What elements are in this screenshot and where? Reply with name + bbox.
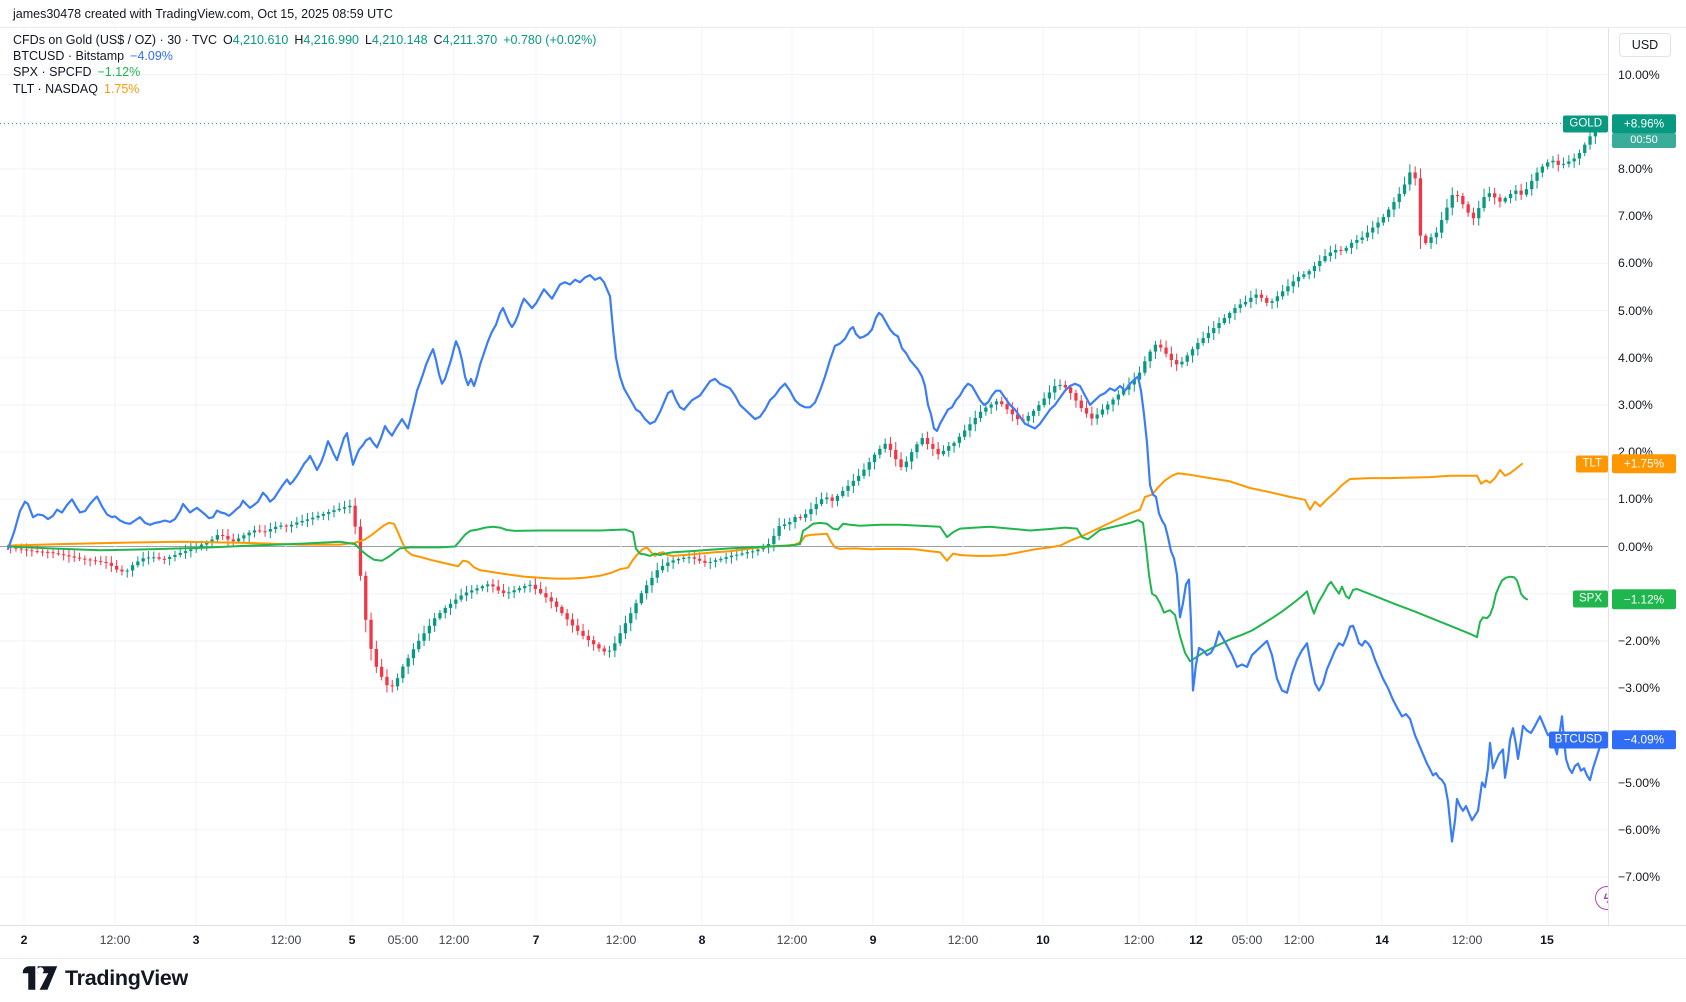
compare-symbol-name[interactable]: BTCUSD · Bitstamp xyxy=(13,49,125,64)
price-tick--2: −2.00% xyxy=(1618,633,1661,648)
spx-price-badge: −1.12% xyxy=(1612,589,1676,610)
time-label-1200: 12:00 xyxy=(270,933,302,947)
price-tick--7: −7.00% xyxy=(1618,869,1661,884)
price-tick-3: 3.00% xyxy=(1618,397,1653,412)
gold-candlestick-series xyxy=(9,120,1597,693)
tradingview-logo-icon xyxy=(22,966,58,990)
time-label-1200: 12:00 xyxy=(776,933,808,947)
spx-name-badge: SPX xyxy=(1572,590,1608,608)
price-tick-5: 5.00% xyxy=(1618,303,1653,318)
legend-main-row[interactable]: CFDs on Gold (US$ / OZ) · 30 · TVC O4,210… xyxy=(13,33,596,48)
time-label-7: 7 xyxy=(532,933,540,947)
time-label-8: 8 xyxy=(698,933,706,947)
compare-change-value: −1.12% xyxy=(97,65,141,80)
close-label: C xyxy=(433,33,443,47)
price-chart-canvas[interactable] xyxy=(0,28,1686,925)
time-label-12: 12 xyxy=(1189,933,1203,947)
spx-line-series xyxy=(7,519,1528,663)
time-axis[interactable]: 2 12:00 3 12:00 5 05:00 12:00 7 12:00 8 12:00 9 12:0… xyxy=(0,925,1686,959)
low-value: 4,210.148 xyxy=(371,33,428,47)
price-axis[interactable]: USD 10.00%9.00%8.00%7.00%6.00%5.00%4.00%… xyxy=(1608,28,1686,925)
time-label-15: 15 xyxy=(1540,933,1554,947)
open-value: 4,210.610 xyxy=(232,33,289,47)
legend-compare-row-btcusd[interactable]: BTCUSD · Bitstamp −4.09% xyxy=(13,49,596,64)
chart-legend: CFDs on Gold (US$ / OZ) · 30 · TVC O4,210… xyxy=(13,33,596,98)
time-label-1200: 12:00 xyxy=(438,933,470,947)
tradingview-logo[interactable]: TradingView xyxy=(22,963,188,993)
chart-svg xyxy=(0,28,1608,925)
price-tick--3: −3.00% xyxy=(1618,681,1661,696)
currency-unit-button[interactable]: USD xyxy=(1619,33,1671,57)
price-tick-8: 8.00% xyxy=(1618,161,1653,176)
time-label-1200: 12:00 xyxy=(947,933,979,947)
price-tick--6: −6.00% xyxy=(1618,822,1661,837)
time-label-1200: 12:00 xyxy=(1123,933,1155,947)
price-tick-1: 1.00% xyxy=(1618,492,1653,507)
tlt-name-badge: TLT xyxy=(1576,455,1608,473)
bar-countdown: 00:50 xyxy=(1612,132,1676,148)
time-label-1200: 12:00 xyxy=(1283,933,1315,947)
btcusd-name-badge: BTCUSD xyxy=(1548,731,1608,749)
compare-change-value: −4.09% xyxy=(130,49,173,64)
btcusd-price-badge: −4.09% xyxy=(1612,729,1676,750)
time-label-0500: 05:00 xyxy=(387,933,419,947)
time-label-0500: 05:00 xyxy=(1231,933,1263,947)
compare-symbol-name[interactable]: TLT · NASDAQ xyxy=(13,81,98,96)
tlt-price-badge: +1.75% xyxy=(1612,454,1676,474)
time-label-1200: 12:00 xyxy=(99,933,131,947)
time-label-1200: 12:00 xyxy=(1451,933,1483,947)
price-tick-10: 10.00% xyxy=(1618,67,1660,82)
btcusd-line-series xyxy=(6,274,1605,843)
main-symbol-title[interactable]: CFDs on Gold (US$ / OZ) · 30 · TVC xyxy=(13,33,217,47)
gold-name-badge: GOLD xyxy=(1563,115,1608,133)
time-label-9: 9 xyxy=(869,933,877,947)
low-label: L xyxy=(364,33,372,47)
price-tick-7: 7.00% xyxy=(1618,209,1653,224)
time-label-2: 2 xyxy=(20,933,28,947)
time-label-14: 14 xyxy=(1375,933,1389,947)
time-label-10: 10 xyxy=(1036,933,1050,947)
close-value: 4,211.370 xyxy=(442,33,498,47)
time-label-3: 3 xyxy=(192,933,200,947)
open-label: O xyxy=(222,33,233,47)
high-label: H xyxy=(294,33,304,47)
attribution-text: james30478 created with TradingView.com,… xyxy=(13,6,393,21)
price-tick-6: 6.00% xyxy=(1618,256,1653,271)
time-label-1200: 12:00 xyxy=(605,933,637,947)
gold-price-badge: +8.96% xyxy=(1612,113,1676,134)
footer-bar: TradingView xyxy=(0,960,1686,1002)
price-tick-0: 0.00% xyxy=(1618,539,1653,554)
legend-compare-row-spx[interactable]: SPX · SPCFD −1.12% xyxy=(13,65,596,80)
change-value: +0.780 (+0.02%) xyxy=(503,33,597,47)
price-tick-4: 4.00% xyxy=(1618,350,1653,365)
legend-compare-row-tlt[interactable]: TLT · NASDAQ 1.75% xyxy=(13,82,596,97)
grid xyxy=(0,28,1608,925)
time-label-5: 5 xyxy=(348,933,356,947)
compare-change-value: 1.75% xyxy=(103,81,140,96)
tradingview-logo-text: TradingView xyxy=(65,965,188,990)
attribution-bar: james30478 created with TradingView.com,… xyxy=(0,0,1686,28)
high-value: 4,216.990 xyxy=(303,33,359,47)
price-tick--5: −5.00% xyxy=(1618,775,1661,790)
tlt-line-series xyxy=(7,462,1523,580)
compare-symbol-name[interactable]: SPX · SPCFD xyxy=(13,65,92,80)
